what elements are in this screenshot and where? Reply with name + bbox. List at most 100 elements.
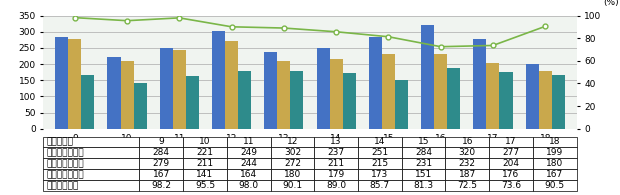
FancyBboxPatch shape	[43, 136, 140, 147]
FancyBboxPatch shape	[533, 136, 577, 147]
Text: 244: 244	[240, 159, 257, 168]
FancyBboxPatch shape	[402, 147, 445, 158]
Bar	[330, 59, 343, 129]
Bar	[421, 25, 434, 129]
Text: 199: 199	[546, 148, 564, 157]
Bar	[395, 80, 408, 129]
Text: 17: 17	[505, 137, 516, 146]
FancyBboxPatch shape	[358, 169, 402, 180]
Text: 72.5: 72.5	[458, 181, 477, 190]
FancyBboxPatch shape	[140, 180, 183, 191]
Text: 302: 302	[284, 148, 301, 157]
Text: 98.2: 98.2	[151, 181, 171, 190]
Text: 232: 232	[459, 159, 476, 168]
FancyBboxPatch shape	[140, 158, 183, 169]
FancyBboxPatch shape	[489, 158, 533, 169]
Bar	[212, 31, 225, 129]
Text: 249: 249	[240, 148, 257, 157]
FancyBboxPatch shape	[445, 147, 489, 158]
Text: 211: 211	[327, 159, 345, 168]
Text: 10: 10	[199, 137, 211, 146]
Bar	[473, 39, 487, 129]
FancyBboxPatch shape	[140, 147, 183, 158]
FancyBboxPatch shape	[183, 136, 227, 147]
Bar	[277, 60, 290, 129]
Text: 13: 13	[330, 137, 342, 146]
FancyBboxPatch shape	[183, 169, 227, 180]
Text: 277: 277	[502, 148, 520, 157]
Bar	[526, 64, 539, 129]
FancyBboxPatch shape	[140, 169, 183, 180]
Text: 279: 279	[153, 159, 170, 168]
Bar	[68, 39, 81, 129]
Text: 179: 179	[327, 170, 345, 179]
Text: 187: 187	[459, 170, 476, 179]
Text: 15: 15	[418, 137, 429, 146]
FancyBboxPatch shape	[445, 169, 489, 180]
FancyBboxPatch shape	[227, 169, 270, 180]
Bar	[120, 60, 133, 129]
Bar	[552, 75, 565, 129]
Bar	[173, 50, 186, 129]
FancyBboxPatch shape	[445, 158, 489, 169]
FancyBboxPatch shape	[270, 136, 314, 147]
Bar	[225, 41, 238, 129]
Text: 167: 167	[546, 170, 564, 179]
Text: 180: 180	[284, 170, 301, 179]
Bar	[343, 73, 356, 129]
Bar	[447, 68, 460, 129]
Text: 9: 9	[158, 137, 164, 146]
Bar	[55, 37, 68, 129]
Text: 90.5: 90.5	[545, 181, 565, 190]
Bar	[81, 75, 94, 129]
FancyBboxPatch shape	[227, 158, 270, 169]
Text: 180: 180	[546, 159, 564, 168]
Text: 98.0: 98.0	[239, 181, 259, 190]
FancyBboxPatch shape	[533, 169, 577, 180]
Text: 捕学人員（人）: 捕学人員（人）	[46, 170, 84, 179]
Bar	[133, 83, 147, 129]
Text: 284: 284	[153, 148, 170, 157]
Text: 272: 272	[284, 159, 301, 168]
FancyBboxPatch shape	[533, 147, 577, 158]
Bar	[264, 52, 277, 129]
FancyBboxPatch shape	[358, 136, 402, 147]
FancyBboxPatch shape	[270, 169, 314, 180]
FancyBboxPatch shape	[183, 147, 227, 158]
Text: 284: 284	[415, 148, 432, 157]
FancyBboxPatch shape	[489, 169, 533, 180]
Text: 81.3: 81.3	[414, 181, 433, 190]
FancyBboxPatch shape	[358, 147, 402, 158]
FancyBboxPatch shape	[533, 158, 577, 169]
FancyBboxPatch shape	[227, 147, 270, 158]
Text: 251: 251	[371, 148, 388, 157]
Text: (%): (%)	[603, 0, 619, 7]
Bar	[290, 71, 303, 129]
FancyBboxPatch shape	[314, 147, 358, 158]
Bar	[539, 71, 552, 129]
FancyBboxPatch shape	[445, 136, 489, 147]
FancyBboxPatch shape	[402, 136, 445, 147]
FancyBboxPatch shape	[183, 180, 227, 191]
FancyBboxPatch shape	[445, 180, 489, 191]
FancyBboxPatch shape	[183, 158, 227, 169]
FancyBboxPatch shape	[270, 158, 314, 169]
FancyBboxPatch shape	[489, 180, 533, 191]
FancyBboxPatch shape	[43, 180, 140, 191]
FancyBboxPatch shape	[402, 169, 445, 180]
Text: 176: 176	[502, 170, 520, 179]
FancyBboxPatch shape	[270, 180, 314, 191]
FancyBboxPatch shape	[314, 169, 358, 180]
FancyBboxPatch shape	[140, 136, 183, 147]
Bar	[369, 37, 382, 129]
Bar	[434, 54, 447, 129]
Bar	[317, 48, 330, 129]
Bar	[160, 48, 173, 129]
Bar	[107, 57, 120, 129]
Text: 320: 320	[459, 148, 476, 157]
FancyBboxPatch shape	[227, 180, 270, 191]
Text: 区分　年次: 区分 年次	[46, 137, 73, 146]
Text: 16: 16	[461, 137, 473, 146]
FancyBboxPatch shape	[314, 180, 358, 191]
Text: 捕学率（％）: 捕学率（％）	[46, 181, 78, 190]
